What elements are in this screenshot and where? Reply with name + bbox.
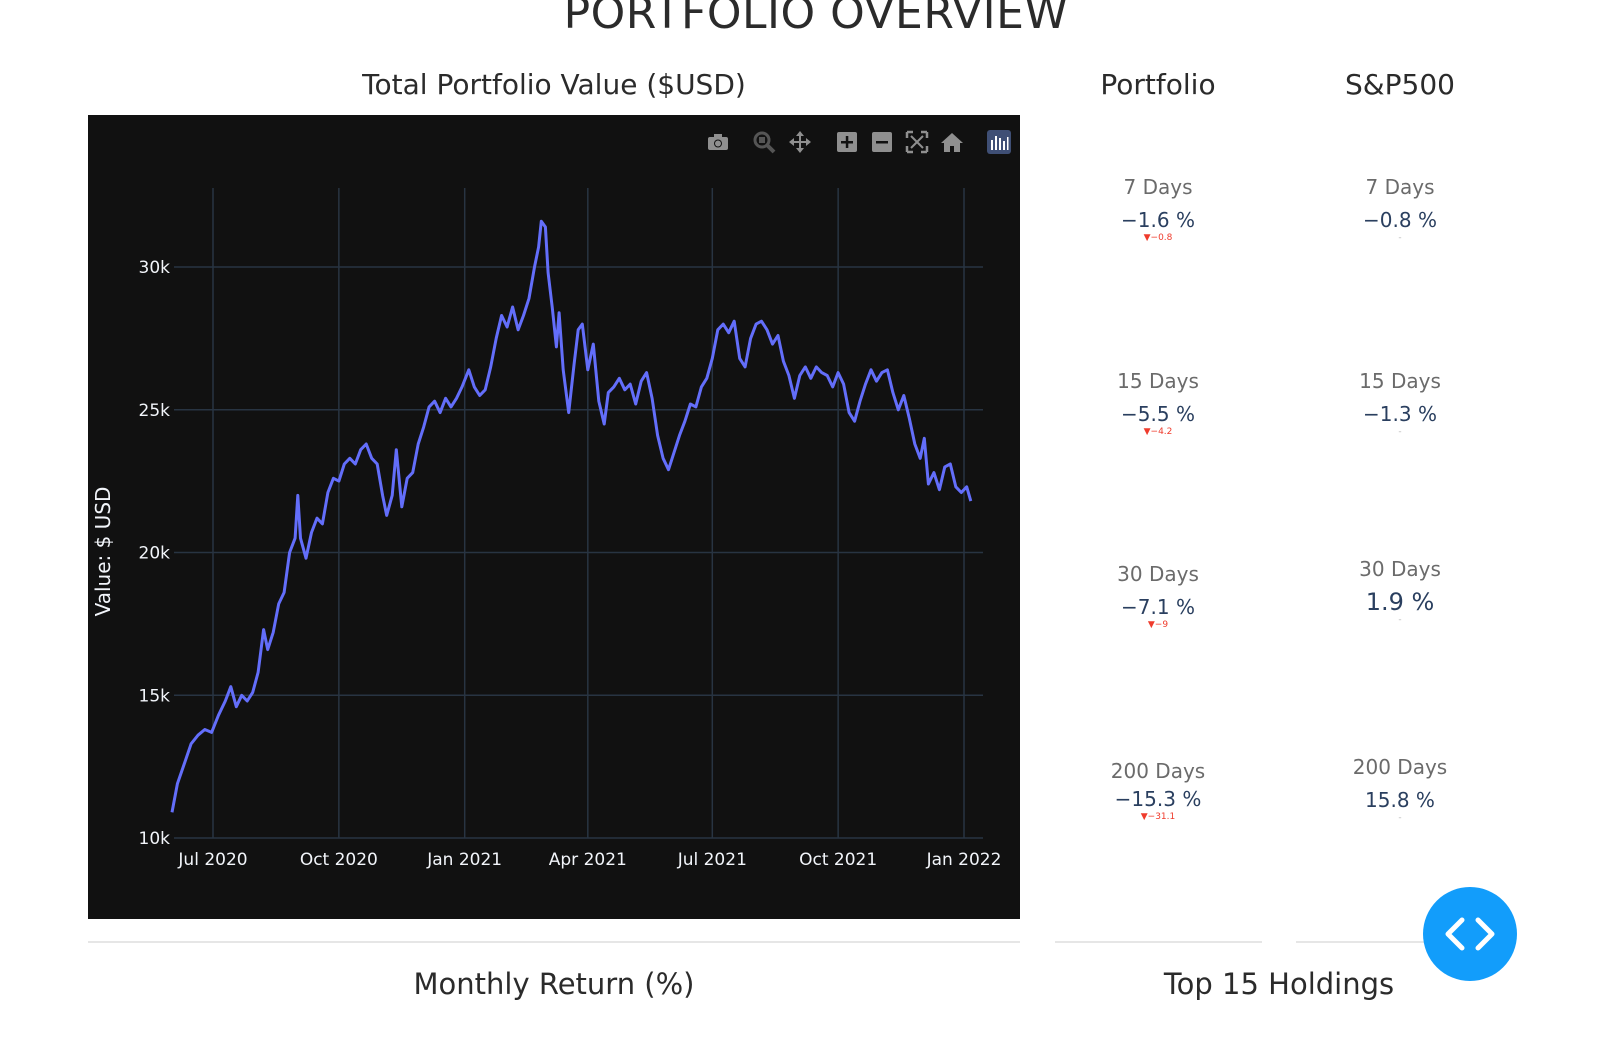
sp500-column-header: S&P500 [1345,68,1455,101]
monthly-return-title: Monthly Return (%) [413,967,695,1001]
metric-value: −5.5 % [1121,402,1195,426]
x-tick-label: Jul 2020 [177,850,247,870]
reset-axes-icon[interactable] [939,128,965,156]
divider [1296,941,1503,943]
sp500-metric-30d: 30 Days 1.9 % - [1300,557,1500,625]
metric-delta: ▼−31.1 [1140,812,1176,822]
metric-delta: ▼−4.2 [1143,427,1173,437]
y-tick-label: 20k [139,544,171,564]
metric-period: 200 Days [1352,755,1448,779]
camera-icon[interactable] [705,128,731,156]
zoom-icon[interactable] [751,128,777,156]
y-tick-label: 10k [139,829,171,849]
y-tick-label: 30k [139,258,171,278]
page-title: PORTFOLIO OVERVIEW [563,0,1069,39]
metric-value: 15.8 % [1365,788,1435,812]
metric-delta: ▼−0.8 [1143,233,1173,243]
metric-period: 30 Days [1359,557,1441,581]
portfolio-column-header: Portfolio [1100,68,1216,101]
portfolio-metric-200d: 200 Days −15.3 % ▼−31.1 [1058,759,1258,822]
series-line [170,219,973,813]
metric-value: −0.8 % [1363,208,1437,232]
autoscale-icon[interactable] [904,128,930,156]
metric-period: 7 Days [1365,175,1435,199]
metric-value: 1.9 % [1365,588,1435,616]
x-tick-label: Oct 2021 [799,850,877,870]
sp500-metric-200d: 200 Days 15.8 % - [1300,755,1500,823]
metric-period: 15 Days [1117,369,1199,393]
zoom-out-icon[interactable] [869,128,895,156]
divider [1055,941,1262,943]
metric-value: −7.1 % [1121,595,1195,619]
top-holdings-title: Top 15 Holdings [1163,967,1395,1001]
plotly-logo-icon[interactable] [986,128,1012,156]
portfolio-metric-7d: 7 Days −1.6 % ▼−0.8 [1058,175,1258,243]
portfolio-value-chart[interactable]: 10k 15k 20k 25k 30k Jul 2020 Oct 2020 Jan 2021 A… [88,115,1020,919]
metric-delta: - [1398,427,1402,437]
portfolio-metric-15d: 15 Days −5.5 % ▼−4.2 [1058,369,1258,437]
metric-value: −15.3 % [1114,787,1202,811]
y-tick-label: 15k [139,686,171,706]
y-axis-label: Value: $ USD [91,487,115,617]
divider [88,941,1020,943]
metric-period: 200 Days [1110,759,1206,783]
chart-title: Total Portfolio Value ($USD) [362,68,746,101]
metric-delta: - [1398,233,1402,243]
metric-value: −1.3 % [1363,402,1437,426]
zoom-in-icon[interactable] [834,128,860,156]
x-tick-label: Jan 2022 [926,850,1002,870]
y-tick-label: 25k [139,401,171,421]
code-icon [1445,917,1495,951]
metric-period: 30 Days [1117,562,1199,586]
metric-period: 15 Days [1359,369,1441,393]
x-tick-label: Jul 2021 [677,850,747,870]
portfolio-metric-30d: 30 Days −7.1 % ▼−9 [1058,562,1258,630]
sp500-metric-15d: 15 Days −1.3 % - [1300,369,1500,437]
pan-icon[interactable] [787,128,813,156]
x-tick-label: Jan 2021 [426,850,502,870]
metric-value: −1.6 % [1121,208,1195,232]
metric-delta: ▼−9 [1147,620,1169,630]
sp500-metric-7d: 7 Days −0.8 % - [1300,175,1500,243]
code-toggle-button[interactable] [1423,887,1517,981]
metric-delta: - [1398,615,1402,625]
x-tick-label: Apr 2021 [549,850,627,870]
metric-delta: - [1398,813,1402,823]
chart-svg: 10k 15k 20k 25k 30k Jul 2020 Oct 2020 Jan 2021 A… [91,188,1002,870]
metric-period: 7 Days [1123,175,1193,199]
x-tick-label: Oct 2020 [300,850,378,870]
